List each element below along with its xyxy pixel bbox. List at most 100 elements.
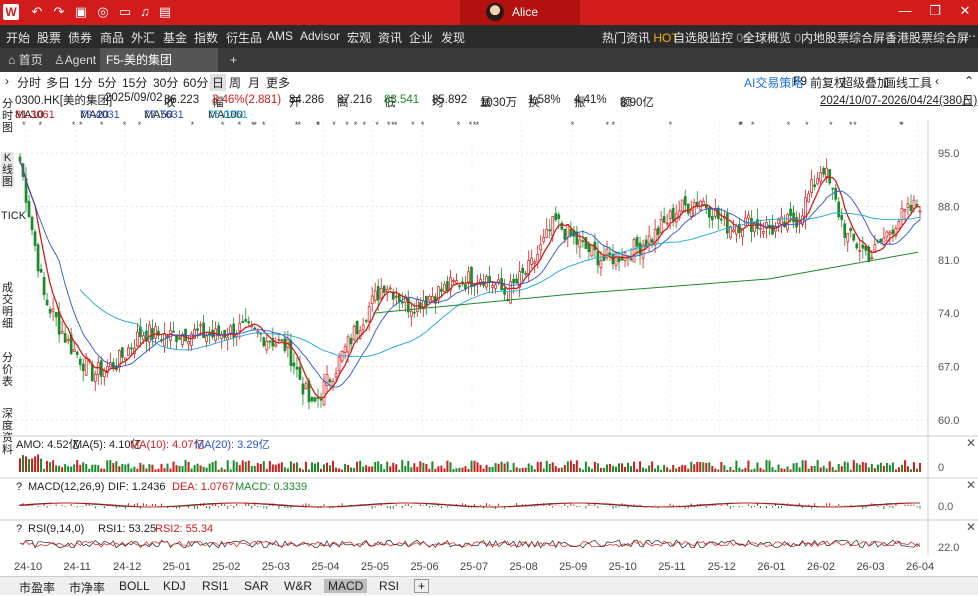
panel-close-icon[interactable]: ✕	[966, 520, 976, 534]
volume-bar	[798, 467, 801, 472]
panel-close-icon[interactable]: ✕	[966, 478, 976, 492]
monitor-icon[interactable]: ▭	[118, 4, 132, 19]
menu-item-ams[interactable]: AMS	[267, 29, 294, 43]
menu-item-fx[interactable]: 外汇	[131, 31, 156, 45]
minimize-icon[interactable]: —	[898, 3, 912, 18]
restore-icon[interactable]: ❐	[929, 3, 941, 18]
redo-icon[interactable]: ↷	[53, 4, 65, 19]
menu-item-start[interactable]: 开始	[6, 31, 31, 45]
date-range[interactable]: 2024/10/07-2026/04/24(380日)	[820, 95, 978, 107]
close-icon[interactable]: ✕	[959, 3, 971, 18]
tab-pe[interactable]: 市盈率	[19, 581, 56, 595]
user-name[interactable]: Alice	[512, 5, 539, 19]
volume-bar	[55, 465, 58, 472]
period-intraday[interactable]: 分时	[17, 76, 42, 90]
period-30min[interactable]: 30分	[153, 76, 179, 90]
sidebar-kline[interactable]: K线图	[1, 152, 14, 188]
undo-icon[interactable]: ↶	[31, 4, 43, 19]
menu-item-index[interactable]: 指数	[194, 31, 219, 45]
tab-rsi1[interactable]: RSI1	[202, 579, 229, 593]
volume-bar	[536, 462, 539, 472]
sidebar-trades[interactable]: 成交明细	[2, 282, 13, 330]
avatar[interactable]	[486, 3, 504, 21]
period-60min[interactable]: 60分	[183, 76, 209, 90]
period-day[interactable]: 日	[210, 74, 227, 91]
more-icon[interactable]: ⋯	[964, 29, 976, 43]
panel-close-icon[interactable]: ✕	[966, 436, 976, 450]
volume-bar	[819, 467, 822, 472]
draw-line-button[interactable]: 画线	[884, 76, 909, 90]
menu-item-bonds[interactable]: 债券	[68, 31, 93, 45]
tab-rsi[interactable]: RSI	[379, 579, 400, 593]
candle-body	[105, 366, 109, 374]
text-icon[interactable]: ▣	[74, 4, 88, 19]
f9-button[interactable]: F9	[793, 74, 808, 88]
menu-item-watchlist[interactable]: 自选股监控 06	[673, 31, 750, 45]
tab-sar[interactable]: SAR	[244, 579, 269, 593]
tab-kdj[interactable]: KDJ	[163, 579, 186, 593]
period-week[interactable]: 周	[229, 76, 242, 90]
period-15min[interactable]: 15分	[122, 76, 148, 90]
menu-item-discover[interactable]: 发现	[441, 31, 466, 45]
candle-body	[710, 215, 714, 221]
volume-bar	[371, 466, 374, 472]
candle-body	[33, 231, 37, 246]
menu-item-funds[interactable]: 基金	[163, 31, 188, 45]
note-icon[interactable]: ▤	[158, 4, 172, 19]
candle-body	[379, 288, 383, 299]
date-tick-label: 25-09	[559, 561, 587, 573]
period-multiday[interactable]: 多日	[46, 76, 71, 90]
period-5min[interactable]: 5分	[98, 76, 117, 90]
sidebar-depth[interactable]: 深度资料	[2, 408, 13, 456]
period-month[interactable]: 月	[248, 76, 261, 90]
volume-bar	[220, 467, 223, 472]
new-tab-icon[interactable]: +	[230, 53, 238, 67]
tab-agent[interactable]: ♙Agent	[54, 53, 97, 67]
overlay-button[interactable]: 超级叠加	[841, 76, 890, 90]
menu-item-macro[interactable]: 宏观	[347, 31, 372, 45]
candle-body	[205, 335, 208, 343]
menu-item-advisor[interactable]: Advisor	[300, 29, 341, 43]
ai-strategy-button[interactable]: AI交易策略	[744, 76, 804, 90]
tab-wr[interactable]: W&R	[284, 579, 312, 593]
tab-stock[interactable]: F5-美的集团 0300.HK	[100, 48, 218, 91]
menu-item-commodities[interactable]: 商品	[100, 31, 125, 45]
tab-home[interactable]: ⌂ 首页	[8, 53, 43, 67]
tab-pb[interactable]: 市净率	[69, 581, 106, 595]
period-1min[interactable]: 1分	[74, 76, 93, 90]
candle-body	[449, 277, 452, 291]
menu-item-company[interactable]: 企业	[409, 31, 434, 45]
date-tick-label: 24-12	[113, 561, 141, 573]
bell-icon[interactable]: ♫	[140, 4, 150, 19]
user-badge[interactable]	[460, 0, 580, 25]
scroll-up-icon[interactable]: △	[962, 94, 971, 106]
menu-item-news[interactable]: 资讯	[378, 31, 403, 45]
tab-boll[interactable]: BOLL	[119, 579, 150, 593]
add-indicator-icon[interactable]: +	[414, 579, 430, 593]
candle-body	[277, 339, 281, 342]
collapse-icon[interactable]: ⌃	[964, 74, 975, 88]
adjust-button[interactable]: 前复权	[810, 76, 847, 90]
menu-item-derivatives[interactable]: 衍生品	[226, 31, 263, 45]
kline-chart[interactable]: 95.088.081.074.067.060.0 **** ** ** ** ** ** *…	[0, 120, 978, 575]
sidebar-intraday[interactable]: 分时图	[2, 98, 13, 134]
menu-item-hot-news[interactable]: 热门资讯 HOT	[602, 31, 679, 45]
tab-macd[interactable]: MACD	[324, 579, 368, 593]
chevron-left-icon[interactable]: ‹	[935, 74, 939, 88]
volume-bar	[608, 463, 611, 472]
menu-item-global[interactable]: 全球概览 0	[743, 31, 802, 45]
volume-bar	[666, 467, 669, 472]
sidebar-price-table[interactable]: 分价表	[2, 352, 13, 388]
period-more[interactable]: 更多	[266, 76, 291, 90]
volume-bar	[416, 466, 419, 472]
volume-bar	[253, 465, 256, 472]
chat-icon[interactable]: ◎	[97, 4, 109, 19]
candle-body	[154, 326, 157, 339]
chevron-right-icon[interactable]: ›	[5, 74, 9, 88]
menu-item-mainland-screen[interactable]: 内地股票综合屏 1	[801, 31, 896, 45]
menu-item-stocks[interactable]: 股票	[37, 31, 62, 45]
volume-bar	[461, 467, 464, 472]
tools-button[interactable]: 工具	[908, 76, 933, 90]
volume-bar	[605, 464, 608, 472]
volume-bar	[470, 460, 473, 472]
